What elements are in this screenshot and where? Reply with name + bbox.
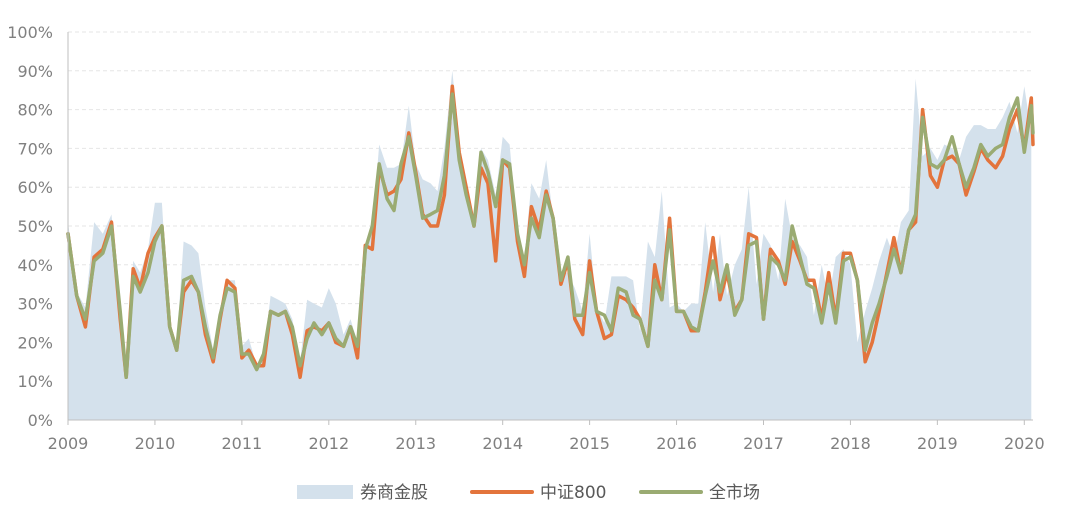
y-axis-tick-labels: 0% 10% 20% 30% 40% 50% 60% 70% 80% 90% 100% xyxy=(7,23,53,430)
series-line-2 xyxy=(66,92,1035,380)
y-tick-label: 10% xyxy=(17,372,53,391)
x-tick-label: 2012 xyxy=(308,434,349,453)
x-tick-label: 2015 xyxy=(569,434,610,453)
axes xyxy=(67,32,1033,425)
y-tick-label: 40% xyxy=(17,256,53,275)
legend-label: 中证800 xyxy=(540,483,606,503)
y-tick-label: 70% xyxy=(17,139,53,158)
area-series xyxy=(68,70,1032,421)
y-tick-label: 50% xyxy=(17,217,53,236)
x-tick-label: 2016 xyxy=(656,434,697,453)
legend-swatch-area xyxy=(297,485,353,499)
x-tick-label: 2013 xyxy=(395,434,436,453)
y-tick-label: 100% xyxy=(7,23,53,42)
x-axis-tick-labels: 2009 2010 2011 2012 2013 2014 2015 2016 2017 2018… xyxy=(48,434,1045,453)
y-tick-label: 80% xyxy=(17,101,53,120)
series-area-0 xyxy=(68,70,1032,421)
y-tick-label: 20% xyxy=(17,333,53,352)
legend-label: 券商金股 xyxy=(360,483,428,503)
x-tick-label: 2018 xyxy=(830,434,871,453)
x-tick-label: 2017 xyxy=(743,434,784,453)
x-tick-label: 2014 xyxy=(482,434,523,453)
x-tick-label: 2010 xyxy=(135,434,176,453)
line-series xyxy=(66,84,1035,380)
x-tick-label: 2009 xyxy=(48,434,89,453)
y-tick-label: 90% xyxy=(17,62,53,81)
legend: 券商金股 中证800 全市场 xyxy=(297,483,760,503)
legend-label: 全市场 xyxy=(709,483,760,503)
y-tick-label: 0% xyxy=(28,411,53,430)
x-tick-label: 2020 xyxy=(1004,434,1045,453)
y-tick-label: 60% xyxy=(17,178,53,197)
y-tick-label: 30% xyxy=(17,295,53,314)
x-tick-label: 2019 xyxy=(917,434,958,453)
x-tick-label: 2011 xyxy=(222,434,263,453)
